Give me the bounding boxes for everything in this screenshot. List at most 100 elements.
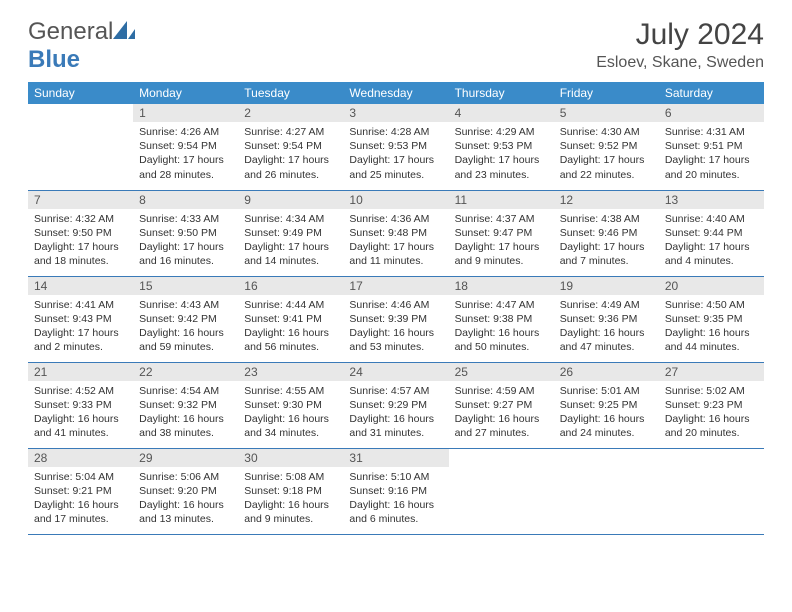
day-number: 5 <box>554 104 659 122</box>
day-daylight2: and 18 minutes. <box>34 254 127 268</box>
day-number: 2 <box>238 104 343 122</box>
day-sunrise: Sunrise: 4:29 AM <box>455 125 548 139</box>
day-daylight1: Daylight: 16 hours <box>455 326 548 340</box>
day-daylight1: Daylight: 17 hours <box>349 153 442 167</box>
day-body: Sunrise: 4:55 AMSunset: 9:30 PMDaylight:… <box>238 381 343 445</box>
day-daylight2: and 11 minutes. <box>349 254 442 268</box>
day-daylight1: Daylight: 17 hours <box>244 153 337 167</box>
calendar-cell: 8Sunrise: 4:33 AMSunset: 9:50 PMDaylight… <box>133 190 238 276</box>
day-body: Sunrise: 4:46 AMSunset: 9:39 PMDaylight:… <box>343 295 448 359</box>
day-body: Sunrise: 4:31 AMSunset: 9:51 PMDaylight:… <box>659 122 764 186</box>
day-sunset: Sunset: 9:43 PM <box>34 312 127 326</box>
day-sunset: Sunset: 9:21 PM <box>34 484 127 498</box>
location: Esloev, Skane, Sweden <box>596 54 764 72</box>
calendar-cell <box>449 448 554 534</box>
day-sunrise: Sunrise: 4:54 AM <box>139 384 232 398</box>
day-daylight2: and 22 minutes. <box>560 168 653 182</box>
calendar-row: 28Sunrise: 5:04 AMSunset: 9:21 PMDayligh… <box>28 448 764 534</box>
calendar-cell: 2Sunrise: 4:27 AMSunset: 9:54 PMDaylight… <box>238 104 343 190</box>
day-body: Sunrise: 4:52 AMSunset: 9:33 PMDaylight:… <box>28 381 133 445</box>
title-block: July 2024 Esloev, Skane, Sweden <box>596 18 764 72</box>
day-sunset: Sunset: 9:52 PM <box>560 139 653 153</box>
day-number: 1 <box>133 104 238 122</box>
day-sunset: Sunset: 9:23 PM <box>665 398 758 412</box>
day-sunrise: Sunrise: 4:30 AM <box>560 125 653 139</box>
day-daylight2: and 14 minutes. <box>244 254 337 268</box>
calendar-cell <box>659 448 764 534</box>
day-body: Sunrise: 4:37 AMSunset: 9:47 PMDaylight:… <box>449 209 554 273</box>
day-number: 14 <box>28 277 133 295</box>
calendar-cell: 1Sunrise: 4:26 AMSunset: 9:54 PMDaylight… <box>133 104 238 190</box>
day-sunset: Sunset: 9:35 PM <box>665 312 758 326</box>
day-sunrise: Sunrise: 4:41 AM <box>34 298 127 312</box>
day-daylight2: and 17 minutes. <box>34 512 127 526</box>
day-sunset: Sunset: 9:48 PM <box>349 226 442 240</box>
day-sunrise: Sunrise: 5:10 AM <box>349 470 442 484</box>
day-number: 17 <box>343 277 448 295</box>
day-sunset: Sunset: 9:47 PM <box>455 226 548 240</box>
day-daylight1: Daylight: 16 hours <box>244 498 337 512</box>
day-number: 9 <box>238 191 343 209</box>
calendar-table: SundayMondayTuesdayWednesdayThursdayFrid… <box>28 82 764 535</box>
day-sunset: Sunset: 9:39 PM <box>349 312 442 326</box>
day-daylight1: Daylight: 17 hours <box>665 153 758 167</box>
calendar-cell: 16Sunrise: 4:44 AMSunset: 9:41 PMDayligh… <box>238 276 343 362</box>
day-daylight2: and 9 minutes. <box>244 512 337 526</box>
day-daylight1: Daylight: 16 hours <box>244 412 337 426</box>
weekday-header: Sunday <box>28 82 133 104</box>
day-daylight2: and 13 minutes. <box>139 512 232 526</box>
day-daylight1: Daylight: 16 hours <box>665 412 758 426</box>
weekday-header-row: SundayMondayTuesdayWednesdayThursdayFrid… <box>28 82 764 104</box>
day-daylight2: and 41 minutes. <box>34 426 127 440</box>
calendar-cell: 9Sunrise: 4:34 AMSunset: 9:49 PMDaylight… <box>238 190 343 276</box>
day-daylight2: and 4 minutes. <box>665 254 758 268</box>
day-body: Sunrise: 5:10 AMSunset: 9:16 PMDaylight:… <box>343 467 448 531</box>
calendar-row: 7Sunrise: 4:32 AMSunset: 9:50 PMDaylight… <box>28 190 764 276</box>
weekday-header: Saturday <box>659 82 764 104</box>
header: GeneralBlue July 2024 Esloev, Skane, Swe… <box>28 18 764 74</box>
day-daylight2: and 26 minutes. <box>244 168 337 182</box>
day-daylight2: and 59 minutes. <box>139 340 232 354</box>
day-body: Sunrise: 4:43 AMSunset: 9:42 PMDaylight:… <box>133 295 238 359</box>
day-daylight1: Daylight: 17 hours <box>244 240 337 254</box>
calendar-row: 1Sunrise: 4:26 AMSunset: 9:54 PMDaylight… <box>28 104 764 190</box>
day-daylight1: Daylight: 16 hours <box>34 412 127 426</box>
day-sunrise: Sunrise: 4:49 AM <box>560 298 653 312</box>
day-number: 23 <box>238 363 343 381</box>
weekday-header: Monday <box>133 82 238 104</box>
day-daylight1: Daylight: 17 hours <box>34 326 127 340</box>
day-number: 24 <box>343 363 448 381</box>
day-daylight2: and 7 minutes. <box>560 254 653 268</box>
day-body: Sunrise: 4:57 AMSunset: 9:29 PMDaylight:… <box>343 381 448 445</box>
day-body: Sunrise: 4:50 AMSunset: 9:35 PMDaylight:… <box>659 295 764 359</box>
day-sunset: Sunset: 9:18 PM <box>244 484 337 498</box>
day-number: 30 <box>238 449 343 467</box>
day-sunset: Sunset: 9:53 PM <box>349 139 442 153</box>
day-sunset: Sunset: 9:50 PM <box>34 226 127 240</box>
day-sunset: Sunset: 9:25 PM <box>560 398 653 412</box>
day-sunrise: Sunrise: 5:02 AM <box>665 384 758 398</box>
day-number: 11 <box>449 191 554 209</box>
day-sunrise: Sunrise: 4:47 AM <box>455 298 548 312</box>
day-daylight1: Daylight: 16 hours <box>455 412 548 426</box>
day-body: Sunrise: 4:32 AMSunset: 9:50 PMDaylight:… <box>28 209 133 273</box>
calendar-cell: 30Sunrise: 5:08 AMSunset: 9:18 PMDayligh… <box>238 448 343 534</box>
logo-text: GeneralBlue <box>28 18 135 74</box>
calendar-cell: 11Sunrise: 4:37 AMSunset: 9:47 PMDayligh… <box>449 190 554 276</box>
weekday-header: Wednesday <box>343 82 448 104</box>
day-daylight1: Daylight: 17 hours <box>34 240 127 254</box>
day-daylight1: Daylight: 16 hours <box>560 326 653 340</box>
calendar-cell <box>28 104 133 190</box>
calendar-cell: 29Sunrise: 5:06 AMSunset: 9:20 PMDayligh… <box>133 448 238 534</box>
day-body: Sunrise: 5:06 AMSunset: 9:20 PMDaylight:… <box>133 467 238 531</box>
day-daylight1: Daylight: 16 hours <box>560 412 653 426</box>
day-daylight1: Daylight: 17 hours <box>665 240 758 254</box>
day-daylight2: and 9 minutes. <box>455 254 548 268</box>
day-body: Sunrise: 4:29 AMSunset: 9:53 PMDaylight:… <box>449 122 554 186</box>
day-sunset: Sunset: 9:38 PM <box>455 312 548 326</box>
calendar-cell: 13Sunrise: 4:40 AMSunset: 9:44 PMDayligh… <box>659 190 764 276</box>
day-daylight2: and 27 minutes. <box>455 426 548 440</box>
day-daylight2: and 23 minutes. <box>455 168 548 182</box>
calendar-cell: 19Sunrise: 4:49 AMSunset: 9:36 PMDayligh… <box>554 276 659 362</box>
day-sunrise: Sunrise: 5:04 AM <box>34 470 127 484</box>
